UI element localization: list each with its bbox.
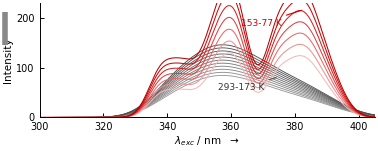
Text: 293-173 K: 293-173 K	[218, 78, 276, 92]
X-axis label: $\lambda_{exc}$ / nm  $\rightarrow$: $\lambda_{exc}$ / nm $\rightarrow$	[174, 134, 240, 148]
Text: 153-77 K: 153-77 K	[240, 10, 302, 28]
Y-axis label: Intensity: Intensity	[3, 38, 14, 83]
